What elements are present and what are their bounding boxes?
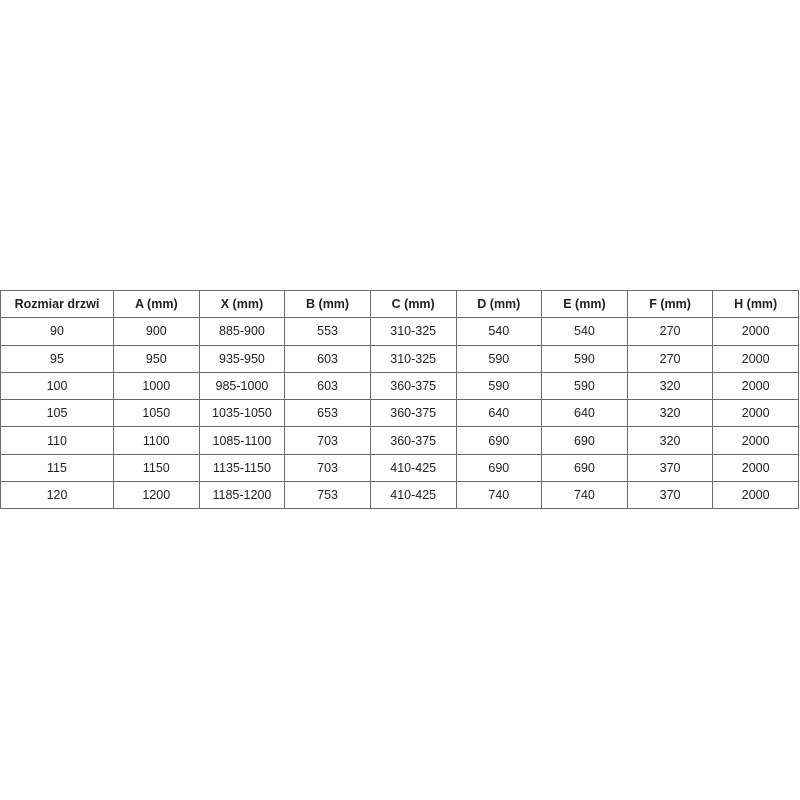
table-cell: 690 xyxy=(455,426,543,455)
column-header: B (mm) xyxy=(284,289,371,319)
table-cell: 360-375 xyxy=(369,399,457,428)
table-cell: 110 xyxy=(0,426,114,455)
table-row: 95 950 935-950 603 310-325 590 590 270 2000 xyxy=(0,344,799,373)
table-row: 110 1100 1085-1100 703 360-375 690 690 320 2000 xyxy=(0,426,799,455)
table-cell: 603 xyxy=(284,371,371,401)
column-header: X (mm) xyxy=(198,289,286,319)
table-cell: 1000 xyxy=(113,371,200,401)
table-cell: 653 xyxy=(284,399,371,428)
table-cell: 703 xyxy=(284,426,371,455)
table-cell: 1150 xyxy=(113,453,200,483)
table-cell: 1035-1050 xyxy=(198,399,286,428)
table-cell: 120 xyxy=(0,481,114,510)
table-cell: 885-900 xyxy=(198,317,286,346)
table-cell: 410-425 xyxy=(369,481,457,510)
header-row: Rozmiar drzwi A (mm) X (mm) B (mm) C (mm) D (… xyxy=(0,289,799,319)
table-cell: 753 xyxy=(284,481,371,510)
table-cell: 2000 xyxy=(712,371,799,401)
table-cell: 900 xyxy=(113,317,200,346)
table-cell: 1200 xyxy=(113,481,200,510)
table-cell: 100 xyxy=(0,371,114,401)
table-cell: 640 xyxy=(541,399,628,428)
table-cell: 703 xyxy=(284,453,371,483)
table-row: 90 900 885-900 553 310-325 540 540 270 2000 xyxy=(0,317,799,346)
table-cell: 690 xyxy=(455,453,543,483)
table-cell: 95 xyxy=(0,344,114,373)
table-cell: 310-325 xyxy=(369,317,457,346)
table-cell: 2000 xyxy=(712,317,799,346)
table-cell: 690 xyxy=(541,426,628,455)
table-cell: 320 xyxy=(626,371,714,401)
table-cell: 603 xyxy=(284,344,371,373)
column-header: H (mm) xyxy=(712,289,799,319)
table-cell: 950 xyxy=(113,344,200,373)
table-cell: 590 xyxy=(541,371,628,401)
table-row: 105 1050 1035-1050 653 360-375 640 640 320 2000 xyxy=(0,399,799,428)
table-cell: 640 xyxy=(455,399,543,428)
table-cell: 1050 xyxy=(113,399,200,428)
table-cell: 105 xyxy=(0,399,114,428)
column-header: Rozmiar drzwi xyxy=(0,289,114,319)
table-cell: 2000 xyxy=(712,453,799,483)
table-cell: 1185-1200 xyxy=(198,481,286,510)
column-header: F (mm) xyxy=(626,289,714,319)
table-cell: 2000 xyxy=(712,481,799,510)
table-cell: 370 xyxy=(626,453,714,483)
table-cell: 690 xyxy=(541,453,628,483)
table-cell: 360-375 xyxy=(369,371,457,401)
table-cell: 740 xyxy=(455,481,543,510)
table-row: 120 1200 1185-1200 753 410-425 740 740 370 2000 xyxy=(0,481,799,510)
table-cell: 590 xyxy=(541,344,628,373)
dimensions-table: Rozmiar drzwi A (mm) X (mm) B (mm) C (mm) D (… xyxy=(0,289,799,510)
table-cell: 2000 xyxy=(712,426,799,455)
column-header: A (mm) xyxy=(113,289,200,319)
table-cell: 90 xyxy=(0,317,114,346)
table-row: 115 1150 1135-1150 703 410-425 690 690 370 2000 xyxy=(0,453,799,483)
table-cell: 590 xyxy=(455,371,543,401)
table-cell: 935-950 xyxy=(198,344,286,373)
column-header: E (mm) xyxy=(541,289,628,319)
table-cell: 410-425 xyxy=(369,453,457,483)
column-header: D (mm) xyxy=(455,289,543,319)
table-cell: 590 xyxy=(455,344,543,373)
table-cell: 115 xyxy=(0,453,114,483)
table-cell: 320 xyxy=(626,399,714,428)
table-cell: 320 xyxy=(626,426,714,455)
table-cell: 985-1000 xyxy=(198,371,286,401)
table-cell: 270 xyxy=(626,344,714,373)
table-cell: 1135-1150 xyxy=(198,453,286,483)
table-cell: 2000 xyxy=(712,344,799,373)
table-cell: 1085-1100 xyxy=(198,426,286,455)
table-cell: 540 xyxy=(455,317,543,346)
table-cell: 740 xyxy=(541,481,628,510)
table-row: 100 1000 985-1000 603 360-375 590 590 320 2000 xyxy=(0,371,799,401)
table-cell: 370 xyxy=(626,481,714,510)
table-cell: 360-375 xyxy=(369,426,457,455)
table-cell: 540 xyxy=(541,317,628,346)
table-cell: 2000 xyxy=(712,399,799,428)
table-cell: 270 xyxy=(626,317,714,346)
table-cell: 1100 xyxy=(113,426,200,455)
column-header: C (mm) xyxy=(369,289,457,319)
table-cell: 310-325 xyxy=(369,344,457,373)
table-cell: 553 xyxy=(284,317,371,346)
